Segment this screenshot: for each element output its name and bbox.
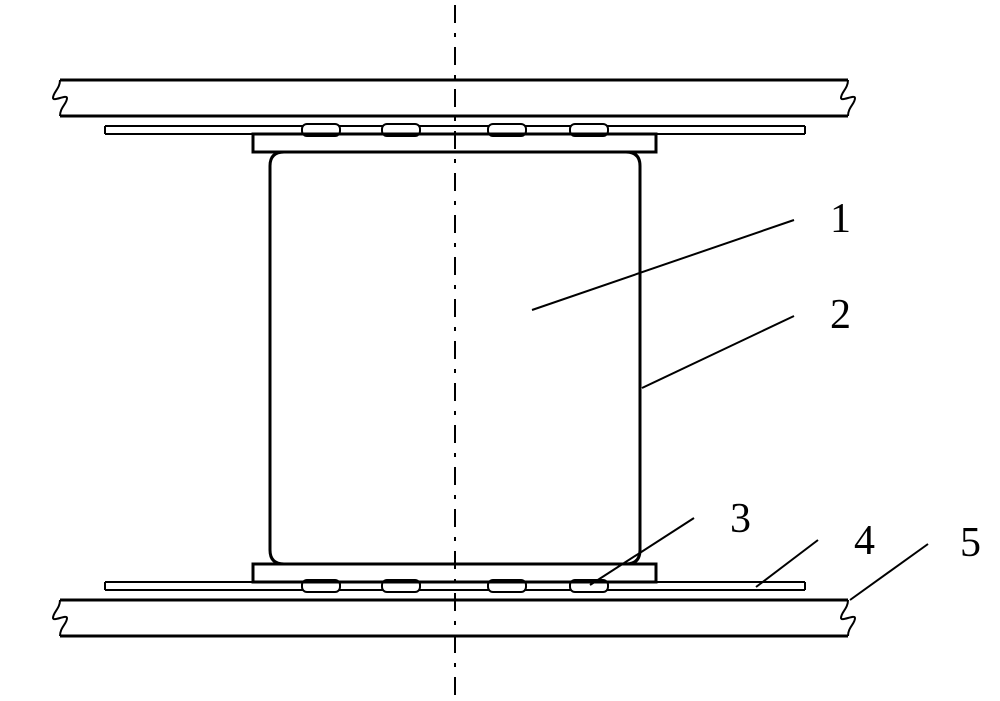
label-1: 1 xyxy=(830,196,851,242)
leader-2 xyxy=(642,316,794,388)
top-plate-break-left xyxy=(53,80,67,116)
bottom-plate-break-right xyxy=(841,600,855,636)
label-4: 4 xyxy=(854,518,875,564)
label-3: 3 xyxy=(730,496,751,542)
top-plate-break-right xyxy=(841,80,855,116)
label-5: 5 xyxy=(960,520,981,566)
leader-4 xyxy=(756,540,818,587)
bottom-plate-break-left xyxy=(53,600,67,636)
technical-drawing: 1 2 3 4 5 xyxy=(0,0,1000,701)
label-2: 2 xyxy=(830,292,851,338)
